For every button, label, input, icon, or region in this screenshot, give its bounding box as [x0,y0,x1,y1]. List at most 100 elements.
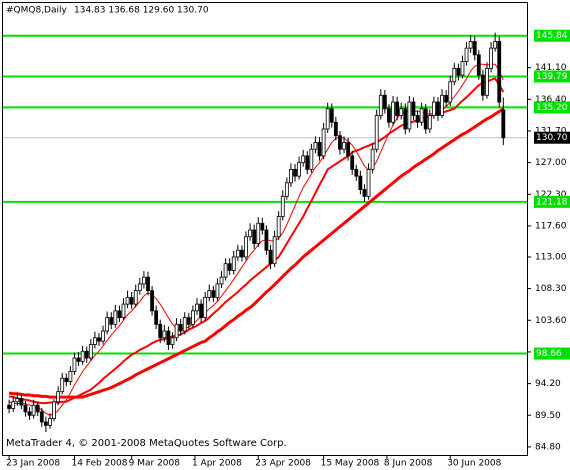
candle-body [195,303,199,312]
candle-body [264,229,269,251]
candle-body [293,168,297,177]
candle-body [23,404,28,413]
candle-body [436,101,440,116]
y-tick-label: 84.80 [535,442,561,452]
candle-body [325,108,330,130]
candle-body [411,101,416,116]
candle-body [256,222,261,244]
candle-body [301,155,306,164]
candle-body [109,317,114,325]
candle-body [105,317,110,332]
candle-body [121,303,126,318]
candle-body [125,296,130,305]
candle-body [117,310,122,318]
candle-body [64,377,69,382]
candle-body [182,317,187,332]
candle-body [101,330,105,342]
candle-body [162,330,167,339]
candle-body [31,404,36,416]
candle-body [235,249,240,258]
candle-body [35,404,40,413]
candle-body [472,40,477,56]
candle-body [284,182,289,197]
candle-body [7,404,12,409]
candle-body [88,344,93,359]
candle-body [113,310,118,325]
candle-body [440,94,444,116]
candle-body [501,109,506,139]
candle-body [80,350,85,362]
x-tick-label: 23 Apr 2008 [255,459,311,469]
candle-body [68,371,73,382]
level-label: 98.66 [536,349,562,359]
x-tick-label: 9 Mar 2008 [129,459,181,469]
level-label-bg [534,29,570,42]
plot-frame [2,2,528,456]
candle-body [280,195,285,217]
candle-body [407,101,412,130]
candle-body [231,256,236,271]
candle-body [444,94,449,103]
candle-body [387,108,391,123]
candle-body [448,81,453,103]
candle-body [395,101,400,116]
moving-average [8,107,505,399]
candle-body [211,290,216,298]
candle-body [191,310,195,325]
candle-body [11,401,16,409]
candle-body [129,296,134,305]
y-tick-label: 113.00 [535,252,567,262]
candle-body [374,115,379,150]
y-tick-label: 122.30 [535,190,567,200]
candle-body [27,411,32,416]
candle-body [248,229,252,238]
candle-body [170,337,175,345]
candle-body [309,148,314,170]
candle-body [227,263,232,271]
candle-body [52,401,56,420]
last-price-bg [534,131,570,144]
candle-body [460,61,465,76]
candle-body [252,229,257,244]
candle-body [431,101,436,116]
y-tick-label: 89.50 [535,411,561,421]
candle-body [415,115,420,123]
candle-body [215,283,220,298]
candle-body [378,94,383,116]
chart-title: #QMQ8,Daily [6,6,68,16]
candle-body [370,148,375,170]
x-tick-label: 15 May 2008 [321,459,380,469]
candle-body [317,142,322,157]
candle-body [452,67,457,83]
candle-body [297,162,302,177]
level-label: 139.79 [536,72,568,82]
candle-body [276,216,281,238]
candle-body [166,330,171,345]
candle-body [456,67,461,76]
candle-body [48,418,52,426]
candle-body [137,283,142,292]
candle-body [346,142,351,157]
candle-body [366,168,371,197]
candle-body [342,142,346,150]
candle-body [403,108,408,130]
candle-body [305,155,310,170]
candle-body [464,47,469,63]
candle-body [43,421,48,426]
candle-body [186,317,191,325]
candle-body [427,115,432,130]
candle-body [199,303,203,318]
candle-body [485,67,489,96]
candle-body [382,94,387,110]
level-label-bg [534,101,570,114]
candle-body [142,276,146,285]
candle-body [338,135,342,150]
candle-body [223,263,228,278]
candle-body [240,249,244,258]
candle-body [493,40,498,49]
last-price-label: 130.70 [536,133,568,143]
candle-body [497,40,502,103]
quote: 134.83 136.68 129.60 130.70 [74,6,209,16]
candle-body [468,40,473,49]
